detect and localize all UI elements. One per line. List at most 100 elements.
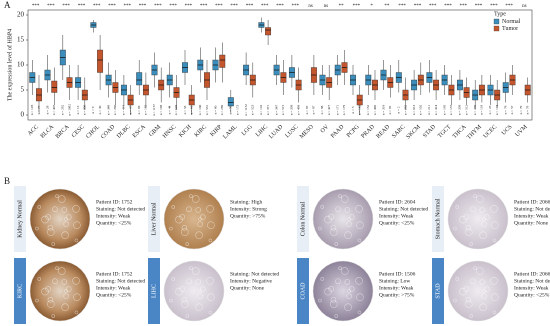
- y-tick-label: 0: [21, 111, 25, 119]
- tissue-texture: [186, 206, 192, 213]
- tissue-texture: [469, 242, 474, 246]
- tissue-texture: [338, 266, 342, 270]
- x-tick-label: ACC: [27, 124, 40, 137]
- sample-size-label: n = 179: [342, 105, 346, 116]
- significance-label: ***: [78, 4, 86, 9]
- sample-size-label: n = 3: [351, 106, 355, 113]
- tissue-texture: [181, 224, 188, 231]
- ihc-info: Intensity: Weak: [514, 285, 549, 291]
- tissue-texture: [469, 314, 474, 318]
- x-tick-label: UCS: [501, 124, 513, 136]
- ihc-image: [447, 188, 509, 250]
- x-tick-label: ESCA: [132, 124, 148, 140]
- tissue-texture: [330, 296, 337, 303]
- ihc-image: [312, 260, 374, 322]
- sample-size-label: n = 173: [235, 105, 239, 116]
- y-tick-label: 20: [17, 11, 25, 19]
- tissue-bar: [432, 258, 444, 324]
- ihc-info: Quantity: >75%: [379, 292, 415, 298]
- tissue-texture: [191, 267, 200, 275]
- tissue-texture: [199, 214, 206, 220]
- x-tick-label: LGG: [241, 124, 254, 137]
- tissue-texture: [324, 287, 332, 296]
- tissue-label: KIRC: [17, 284, 23, 298]
- significance-label: ***: [32, 4, 40, 9]
- x-tick-label: CHOL: [85, 124, 101, 140]
- tissue-label: Kidney Normal: [17, 200, 23, 238]
- ihc-info: Quantity: <25%: [379, 220, 415, 226]
- box: [265, 27, 272, 36]
- legend-swatch: [493, 18, 500, 25]
- ihc-image: [163, 260, 225, 322]
- tissue-texture: [338, 194, 342, 198]
- tissue-texture: [344, 303, 352, 312]
- box: [219, 54, 226, 68]
- tissue-texture: [475, 195, 484, 203]
- tissue-texture: [492, 310, 497, 315]
- ihc-info: Intensity: Weak: [514, 213, 549, 219]
- tissue-texture: [208, 238, 213, 243]
- x-tick-label: TGCT: [437, 124, 453, 140]
- significance-label: ns: [324, 4, 329, 9]
- sample-size-label: n = 444: [122, 105, 126, 116]
- sample-size-label: n = 338: [458, 105, 462, 116]
- tissue-texture: [320, 277, 325, 281]
- ihc-info: Patient ID: 1752: [96, 271, 133, 277]
- ihc-info: Staining: Low: [379, 278, 410, 284]
- tissue-bar: [148, 258, 160, 324]
- tissue-texture: [464, 300, 473, 308]
- tissue-texture: [479, 279, 486, 285]
- significance-label: ***: [108, 4, 116, 9]
- tissue-texture: [475, 267, 484, 275]
- sample-size-label: n = 165: [442, 105, 446, 116]
- sample-size-label: n = 78: [504, 105, 508, 114]
- sample-size-label: n = 813: [412, 105, 416, 116]
- tissue-texture: [189, 194, 193, 198]
- tissue-bar: [297, 186, 309, 252]
- tissue-texture: [55, 194, 59, 198]
- legend-label: Normal: [502, 19, 521, 25]
- sample-size-label: n = 66: [190, 105, 194, 114]
- tissue-texture: [330, 224, 337, 231]
- tissue-texture: [483, 286, 490, 292]
- ihc-info: Staining: Not detected: [96, 278, 145, 284]
- tissue-texture: [35, 226, 39, 231]
- tissue-texture: [470, 206, 476, 213]
- sample-size-label: n = 498: [296, 105, 300, 116]
- tissue-bar: [14, 258, 26, 324]
- tissue-texture: [37, 205, 42, 209]
- ihc-info: Quantity: <25%: [96, 292, 132, 298]
- tissue-texture: [47, 296, 54, 303]
- tissue-texture: [195, 303, 203, 312]
- legend-swatch: [493, 25, 500, 32]
- tissue-texture: [195, 279, 202, 285]
- sample-size-label: n = 290: [113, 105, 117, 116]
- ihc-info: Intensity: Weak: [96, 213, 131, 219]
- sample-size-label: n = 371: [266, 105, 270, 116]
- tissue-texture: [51, 314, 56, 318]
- tissue-texture: [453, 298, 457, 303]
- tissue-texture: [74, 310, 79, 315]
- sample-size-label: n = 520: [174, 105, 178, 116]
- sample-size-label: n = 36: [98, 105, 102, 114]
- legend-label: Tumor: [502, 26, 518, 32]
- sample-size-label: n = 23: [488, 105, 492, 114]
- tissue-texture: [181, 296, 188, 303]
- ihc-info: Intensity: Weak: [96, 285, 131, 291]
- tissue-texture: [72, 205, 80, 213]
- x-tick-label: KICH: [178, 124, 193, 139]
- sample-size-label: n = 407: [52, 105, 56, 116]
- tissue-texture: [207, 293, 215, 301]
- ihc-info: Intensity: Weak: [379, 213, 414, 219]
- significance-label: ***: [475, 4, 483, 9]
- tissue-texture: [180, 300, 189, 308]
- sample-size-label: n = 318: [381, 105, 385, 116]
- tissue-texture: [465, 224, 472, 231]
- tissue-texture: [492, 238, 497, 243]
- tissue-texture: [191, 195, 200, 203]
- tissue-texture: [208, 310, 213, 315]
- tissue-bar: [148, 186, 160, 252]
- tissue-texture: [465, 296, 472, 303]
- tissue-texture: [490, 277, 498, 285]
- x-tick-label: LUSC: [285, 124, 300, 139]
